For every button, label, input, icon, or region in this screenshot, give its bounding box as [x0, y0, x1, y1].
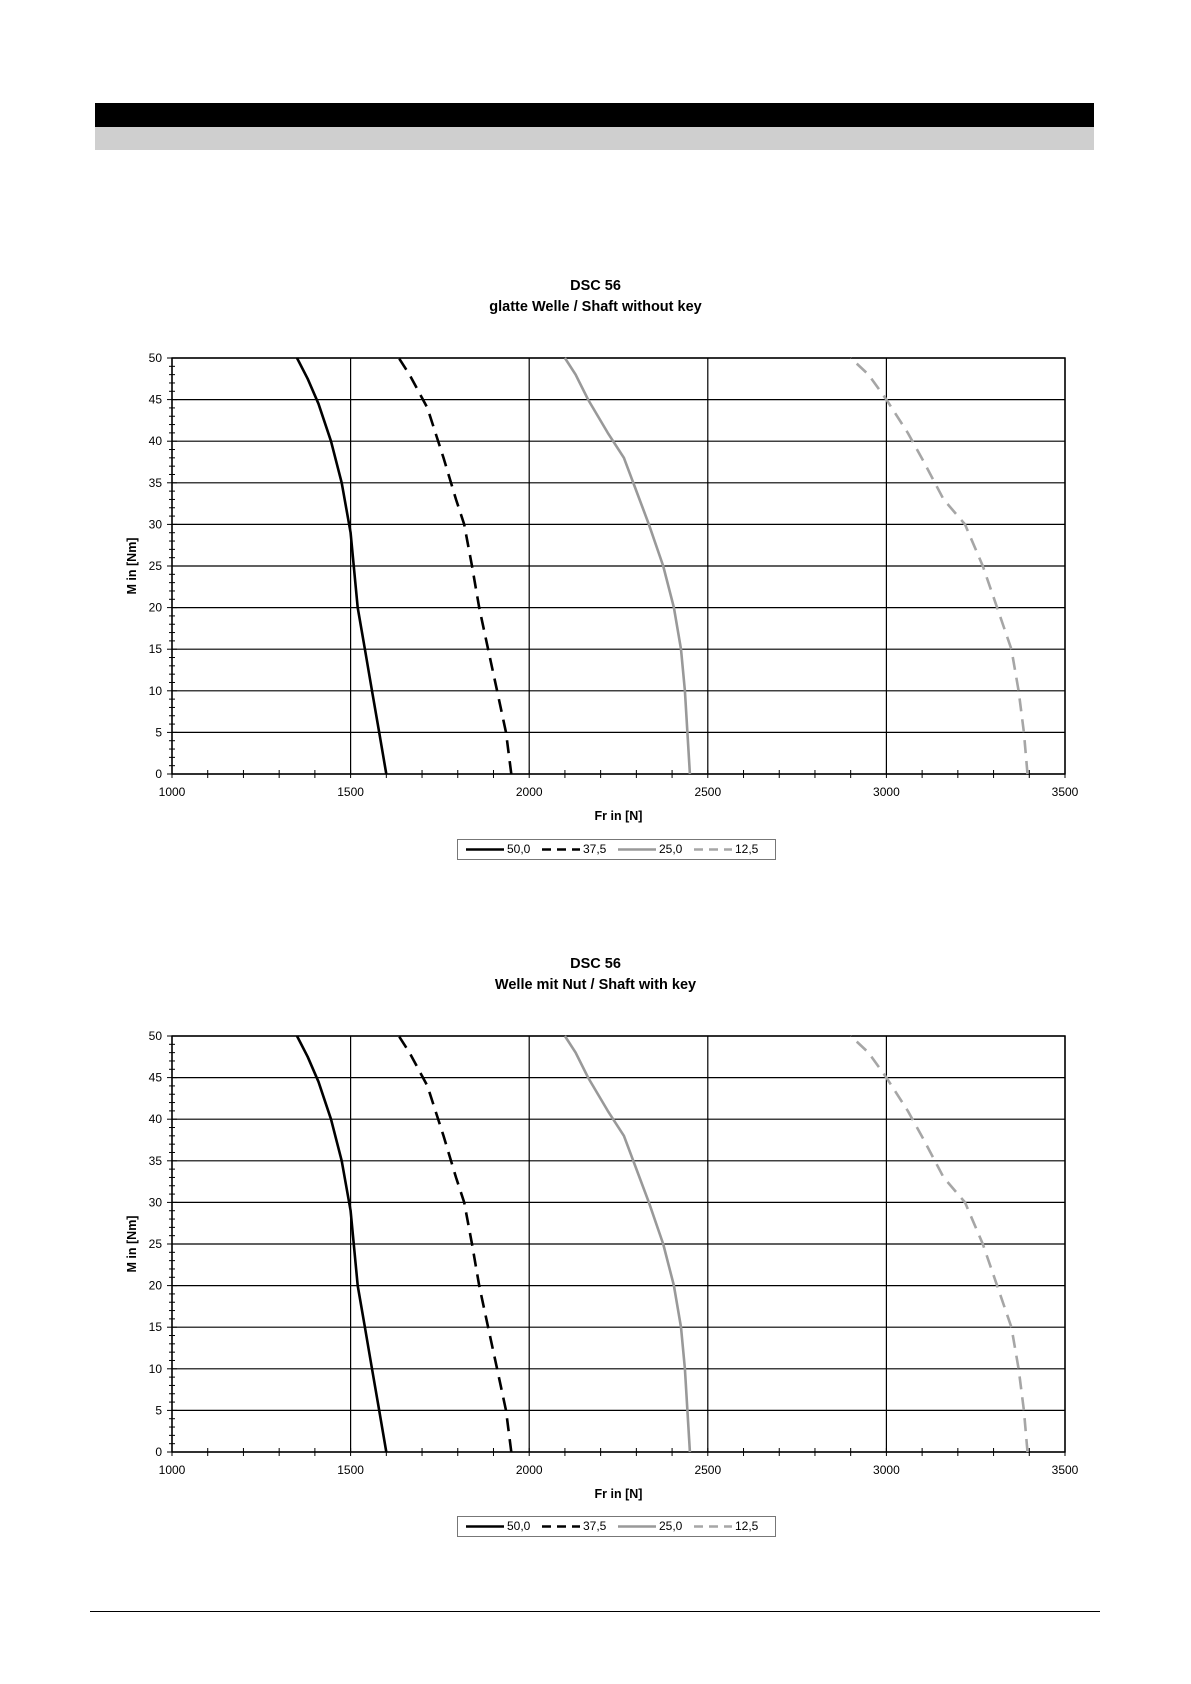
series-line-2 — [563, 1035, 692, 1453]
x-tick-label: 1500 — [337, 1463, 364, 1477]
y-tick-label: 10 — [149, 1362, 163, 1376]
x-tick-label: 3500 — [1052, 1463, 1079, 1477]
y-tick-label: 20 — [149, 601, 163, 615]
chart-subtitle: Welle mit Nut / Shaft with key — [494, 977, 697, 993]
series-line-0 — [295, 357, 388, 775]
chart-subtitle: glatte Welle / Shaft without key — [489, 299, 702, 315]
chart-legend: 50,0 37,5 25,0 12,5 — [457, 839, 776, 860]
chart-title: DSC 56 — [570, 956, 621, 972]
legend-label: 37,5 — [583, 842, 607, 856]
chart-plot: 0 5 10 15 20 25 30 35 40 45 50 1000 1500 2000 2500 3000… — [125, 1029, 1079, 1501]
x-tick-label: 3500 — [1052, 785, 1079, 799]
series-line-1 — [397, 357, 513, 775]
y-tick-label: 0 — [155, 1445, 162, 1459]
series-line-1 — [397, 1035, 513, 1453]
legend-label: 12,5 — [735, 842, 759, 856]
legend-label: 25,0 — [659, 842, 683, 856]
series-line-2 — [563, 357, 692, 775]
x-tick-label: 2000 — [516, 1463, 543, 1477]
y-tick-label: 0 — [155, 767, 162, 781]
legend-label: 12,5 — [735, 1519, 759, 1533]
y-axis-label: M in [Nm] — [125, 1216, 139, 1273]
chart-legend: 50,0 37,5 25,0 12,5 — [457, 1516, 776, 1537]
header-subbar — [95, 127, 1094, 150]
y-tick-label: 20 — [149, 1279, 163, 1293]
y-tick-label: 40 — [149, 434, 163, 448]
legend-label: 25,0 — [659, 1519, 683, 1533]
x-tick-label: 2500 — [694, 785, 721, 799]
x-axis-label: Fr in [N] — [595, 1487, 643, 1501]
legend-label: 50,0 — [507, 1519, 531, 1533]
y-tick-label: 15 — [149, 642, 163, 656]
series-line-0 — [295, 1035, 388, 1453]
y-tick-label: 30 — [149, 1195, 163, 1209]
header-bar — [95, 103, 1094, 127]
series-line-3 — [849, 357, 1029, 775]
y-axis-label: M in [Nm] — [125, 538, 139, 595]
legend-label: 50,0 — [507, 842, 531, 856]
x-tick-label: 3000 — [873, 785, 900, 799]
series-line-3 — [849, 1035, 1029, 1453]
y-tick-label: 30 — [149, 517, 163, 531]
y-tick-label: 5 — [155, 725, 162, 739]
y-tick-label: 40 — [149, 1112, 163, 1126]
x-tick-label: 2500 — [694, 1463, 721, 1477]
y-tick-label: 45 — [149, 1071, 163, 1085]
chart-title: DSC 56 — [570, 278, 621, 294]
y-tick-label: 15 — [149, 1320, 163, 1334]
y-tick-label: 5 — [155, 1403, 162, 1417]
legend-label: 37,5 — [583, 1519, 607, 1533]
x-tick-label: 1000 — [159, 785, 186, 799]
y-tick-label: 25 — [149, 559, 163, 573]
y-tick-label: 35 — [149, 1154, 163, 1168]
x-tick-label: 1000 — [159, 1463, 186, 1477]
footer-rule — [90, 1611, 1100, 1612]
y-tick-label: 25 — [149, 1237, 163, 1251]
x-axis-label: Fr in [N] — [595, 809, 643, 823]
x-tick-label: 3000 — [873, 1463, 900, 1477]
x-tick-label: 1500 — [337, 785, 364, 799]
y-tick-label: 50 — [149, 1029, 163, 1043]
x-tick-label: 2000 — [516, 785, 543, 799]
y-tick-label: 35 — [149, 476, 163, 490]
chart-plot: 0 5 10 15 20 25 30 35 40 45 50 1000 1500 2000 2500 3000… — [125, 351, 1079, 823]
y-tick-label: 10 — [149, 684, 163, 698]
y-tick-label: 50 — [149, 351, 163, 365]
y-tick-label: 45 — [149, 393, 163, 407]
